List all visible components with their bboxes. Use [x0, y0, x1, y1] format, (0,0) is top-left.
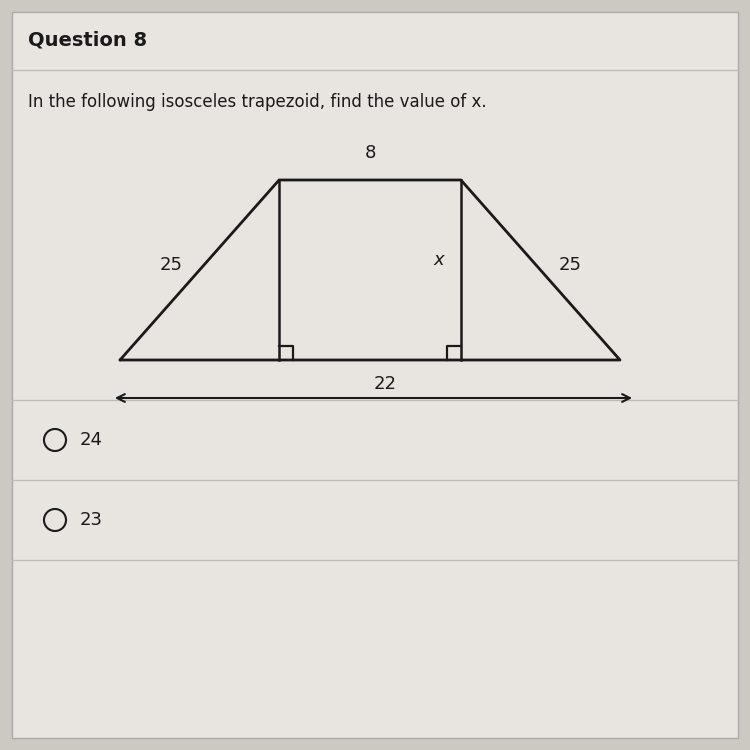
Text: x: x	[433, 251, 444, 269]
Text: 25: 25	[160, 256, 183, 274]
Text: 25: 25	[559, 256, 582, 274]
Text: 24: 24	[80, 431, 103, 449]
Text: In the following isosceles trapezoid, find the value of x.: In the following isosceles trapezoid, fi…	[28, 93, 487, 111]
Text: 22: 22	[374, 375, 397, 393]
Text: Question 8: Question 8	[28, 31, 147, 50]
Text: 8: 8	[364, 144, 376, 162]
Text: 23: 23	[80, 511, 103, 529]
